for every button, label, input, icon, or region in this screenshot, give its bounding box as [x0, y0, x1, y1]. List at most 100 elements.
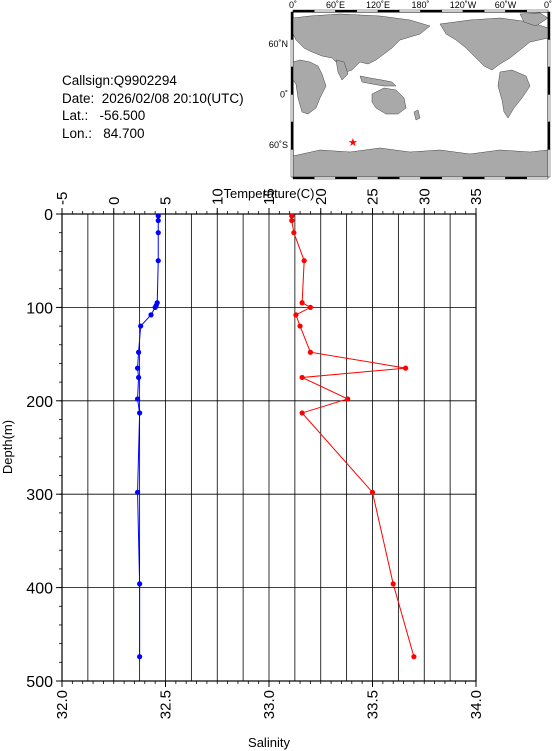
temperature-tick-label: 10: [209, 188, 226, 205]
salinity-point: [291, 230, 297, 236]
salinity-axis: 32.0 32.5 33.0 33.5 34.0: [54, 681, 485, 719]
map-lon-label: 60˚W: [495, 0, 517, 10]
salinity-tick-label: 34.0: [468, 690, 485, 719]
depth-tick-label: 500: [26, 674, 53, 691]
map-frame-tick: [547, 149, 551, 178]
map-frame-tick: [290, 94, 294, 123]
map-frame-tick: [462, 9, 485, 13]
temperature-point: [148, 312, 154, 318]
temperature-point: [137, 654, 143, 660]
map-lat-label: 60˚S: [269, 140, 288, 150]
temperature-tick-label: -5: [54, 192, 71, 205]
map-frame-tick: [547, 94, 551, 123]
map-frame-tick: [290, 39, 294, 68]
map-frame-tick: [335, 176, 357, 180]
float-info: Callsign:Q9902294 Date: 2026/02/08 20:10…: [62, 72, 244, 142]
map-lon-label: 180˚: [411, 0, 429, 10]
map-frame-tick: [484, 9, 506, 13]
depth-axis: 0 100 200 300 400 500: [26, 207, 62, 691]
temperature-point: [152, 304, 158, 310]
map-frame-tick: [335, 9, 357, 13]
temperature-point: [135, 349, 142, 355]
lon-text: Lon.: 84.700: [62, 125, 145, 141]
new-zealand-land: [413, 109, 421, 121]
salinity-point: [390, 581, 396, 587]
map-labels: 0˚ 60˚E 120˚E 180˚ 120˚W 60˚W 0˚ 60˚N 0˚ 60˚S: [268, 0, 552, 150]
series-temperature: [134, 213, 161, 660]
temperature-tick-label: 15: [261, 188, 278, 205]
map-frame-tick: [356, 9, 379, 13]
depth-tick-label: 100: [26, 300, 53, 317]
africa-land: [292, 59, 327, 115]
temperature-tick-label: 25: [365, 188, 382, 205]
depth-tick-label: 0: [44, 207, 53, 224]
salinity-point: [369, 489, 376, 495]
map-land: [292, 12, 549, 178]
temperature-point: [134, 489, 141, 495]
salinity-tick-label: 32.5: [158, 690, 175, 719]
map-frame-tick: [377, 9, 400, 13]
salinity-point: [289, 213, 295, 219]
map-frame-tick: [399, 9, 421, 13]
north-america-land: [439, 17, 549, 71]
salinity-point: [307, 304, 313, 310]
depth-tick-label: 200: [26, 394, 53, 411]
plot-area: -5 0 5 10 15 20 25 30 35 32.0 32.5 33.0 33.5 34.0 01…: [0, 186, 485, 750]
temperature-point: [134, 396, 141, 402]
map-lon-label: 120˚W: [450, 0, 477, 10]
depth-axis-title: Depth(m): [0, 420, 15, 474]
map-lat-label: 0˚: [280, 90, 288, 100]
map-lon-label: 0˚: [544, 0, 552, 10]
map-frame-tick: [547, 39, 551, 68]
salinity-point: [411, 654, 417, 660]
salinity-point: [403, 365, 409, 371]
map-lon-label: 0˚: [289, 0, 297, 10]
map-frame-tick: [356, 176, 379, 180]
salinity-point: [289, 217, 295, 224]
map-frame-tick: [292, 9, 315, 13]
temperature-axis-title: Temperature(C): [223, 186, 314, 201]
salinity-point: [293, 312, 299, 318]
temperature-tick-label: 30: [416, 188, 433, 205]
temperature-point: [155, 217, 161, 224]
depth-tick-label: 300: [26, 487, 53, 504]
map-frame-tick: [420, 9, 442, 13]
map-frame: [290, 9, 551, 180]
map-frame-tick: [526, 176, 549, 180]
antarctica-land: [292, 147, 549, 178]
temperature-point: [155, 258, 161, 264]
date-text: Date: 2026/02/08 20:10(UTC): [62, 90, 244, 106]
map-frame-tick: [420, 176, 442, 180]
map-frame-tick: [399, 176, 421, 180]
temperature-point: [137, 410, 143, 416]
map-lon-label: 120˚E: [366, 0, 390, 10]
temperature-point: [135, 374, 142, 381]
australia-land: [371, 87, 407, 115]
map-frame-tick: [441, 9, 464, 13]
map-frame-tick: [314, 176, 336, 180]
salinity-line: [291, 215, 415, 657]
indonesia-land: [359, 75, 397, 87]
series-salinity: [289, 213, 417, 660]
map-frame-tick: [505, 9, 527, 13]
temperature-point: [134, 365, 141, 371]
map-frame-tick: [314, 9, 336, 13]
temperature-point: [138, 323, 144, 329]
temperature-tick-label: 5: [158, 197, 175, 205]
temperature-line: [137, 215, 159, 657]
greenland-land: [519, 12, 549, 27]
south-america-land: [497, 69, 531, 119]
map-frame-tick: [441, 176, 464, 180]
temperature-axis: -5 0 5 10 15 20 25 30 35: [54, 188, 485, 214]
salinity-tick-label: 33.5: [365, 690, 382, 719]
map-frame-tick: [292, 176, 315, 180]
map-frame-tick: [290, 66, 294, 95]
map-frame-tick: [290, 149, 294, 178]
depth-tick-label: 400: [26, 581, 53, 598]
callsign-text: Callsign:Q9902294: [62, 73, 177, 88]
series-layer: [134, 213, 417, 660]
salinity-tick-label: 33.0: [261, 690, 278, 719]
south-asia-land: [335, 59, 349, 81]
map-lon-label: 60˚E: [326, 0, 345, 10]
